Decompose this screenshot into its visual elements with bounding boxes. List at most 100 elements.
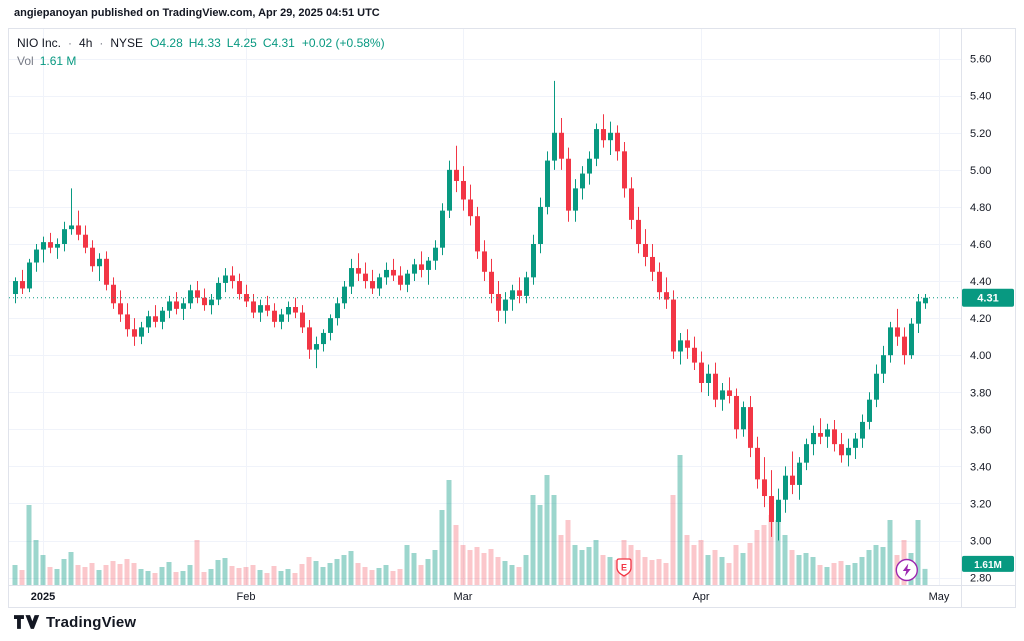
candle-body (748, 407, 753, 448)
price-tick-label: 4.00 (970, 350, 991, 362)
candle-body (580, 173, 585, 189)
candle-body (776, 499, 781, 522)
volume-bar (89, 563, 95, 585)
candle-body (895, 327, 900, 337)
price-tick-label: 3.00 (970, 536, 991, 548)
volume-bar (12, 565, 18, 585)
candle-body (888, 327, 893, 356)
svg-text:4.31: 4.31 (977, 293, 998, 305)
candle-body (286, 307, 291, 315)
candle-body (258, 305, 263, 313)
volume-bar (544, 475, 550, 585)
svg-text:E: E (621, 563, 627, 573)
volume-bar (215, 560, 221, 585)
candle-body (41, 242, 46, 250)
volume-bar (439, 510, 445, 585)
volume-bar (488, 549, 494, 585)
price-tick-label: 3.40 (970, 461, 991, 473)
candlestick-chart[interactable]: 5.60 5.40 5.20 5.00 4.80 4.60 4.40 4.20 4.00 3.80… (9, 29, 1015, 607)
volume-layer (12, 455, 928, 585)
candle-body (720, 390, 725, 400)
price-axis[interactable]: 5.60 5.40 5.20 5.00 4.80 4.60 4.40 4.20 4.00 3.80… (970, 54, 991, 585)
candle-body (587, 158, 592, 174)
volume-bar (257, 570, 263, 585)
candle-body (76, 225, 81, 235)
candle-body (335, 303, 340, 319)
candle-body (216, 282, 221, 300)
time-tick-label: 2025 (31, 591, 55, 603)
time-tick-label: Feb (237, 591, 256, 603)
candle-body (139, 327, 144, 337)
volume-bar (551, 495, 557, 585)
time-axis[interactable]: 2025 Feb Mar Apr May (31, 591, 950, 603)
candle-body (104, 258, 109, 285)
candle-body (629, 188, 634, 220)
candle-body (195, 290, 200, 298)
volume-bar (838, 561, 844, 585)
tradingview-wordmark[interactable]: TradingView (46, 613, 137, 631)
candle-body (440, 210, 445, 248)
candle-body (34, 249, 39, 263)
candle-body (111, 284, 116, 304)
candle-body (314, 344, 319, 350)
candle-body (741, 407, 746, 430)
candle-body (678, 340, 683, 352)
last-volume-badge: 1.61M (962, 555, 1014, 572)
volume-bar (33, 540, 39, 585)
candle-body (825, 429, 830, 437)
tradingview-logo-icon[interactable] (14, 613, 40, 631)
volume-bar (845, 565, 851, 585)
volume-bar (383, 565, 389, 585)
volume-bar (334, 559, 340, 585)
volume-bar (726, 563, 732, 585)
candle-body (146, 316, 151, 328)
candle-body (97, 258, 102, 267)
volume-bar (887, 520, 893, 585)
volume-bar (75, 565, 81, 585)
chart-frame: 5.60 5.40 5.20 5.00 4.80 4.60 4.40 4.20 4.00 3.80… (8, 28, 1016, 608)
volume-bar (670, 495, 676, 585)
candle-body (531, 243, 536, 278)
volume-bar (124, 559, 130, 585)
volume-bar (698, 540, 704, 585)
price-tick-label: 4.20 (970, 313, 991, 325)
volume-bar (593, 540, 599, 585)
lightning-icon[interactable] (895, 558, 918, 582)
candle-body (489, 271, 494, 295)
candle-body (153, 316, 158, 322)
candle-body (853, 438, 858, 448)
volume-bar (747, 543, 753, 585)
candle-body (293, 307, 298, 313)
volume-bar (635, 550, 641, 585)
volume-bar (600, 555, 606, 585)
volume-bar (411, 553, 417, 585)
candle-body (524, 277, 529, 296)
candle-body (384, 269, 389, 278)
candle-body (601, 129, 606, 141)
price-tick-label: 5.40 (970, 91, 991, 103)
earnings-marker-icon[interactable]: E (616, 558, 632, 577)
candle-body (349, 268, 354, 287)
volume-bar (285, 569, 291, 585)
candle-body (699, 362, 704, 383)
volume-bar (173, 572, 179, 585)
candles-layer (13, 80, 928, 541)
volume-bar (19, 570, 25, 585)
volume-bar (495, 557, 501, 585)
volume-value: 1.61 M (39, 54, 77, 68)
price-tick-label: 5.60 (970, 54, 991, 66)
candle-body (510, 290, 515, 300)
volume-bar (187, 565, 193, 585)
volume-bar (803, 553, 809, 585)
volume-bar (362, 567, 368, 585)
volume-bar (152, 573, 158, 585)
volume-bar (145, 571, 151, 585)
volume-bar (656, 559, 662, 585)
candle-body (377, 277, 382, 289)
volume-label[interactable]: Vol (17, 54, 34, 68)
volume-bar (425, 559, 431, 585)
volume-bar (201, 572, 207, 585)
candle-body (671, 299, 676, 352)
volume-bar (355, 563, 361, 585)
candle-body (496, 294, 501, 311)
